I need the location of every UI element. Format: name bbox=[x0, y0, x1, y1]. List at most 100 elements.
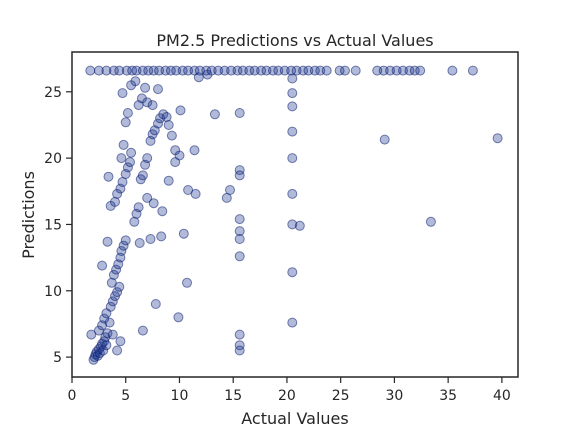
data-point bbox=[97, 260, 108, 271]
chart-title: PM2.5 Predictions vs Actual Values bbox=[156, 31, 433, 50]
data-point bbox=[334, 65, 345, 76]
data-point bbox=[122, 162, 133, 173]
data-point bbox=[143, 65, 154, 76]
data-point bbox=[134, 238, 145, 248]
data-point bbox=[298, 65, 309, 76]
data-point bbox=[209, 109, 220, 120]
data-point bbox=[120, 117, 131, 128]
data-point bbox=[85, 65, 96, 76]
data-point bbox=[142, 97, 153, 108]
data-point bbox=[234, 329, 245, 340]
data-point bbox=[268, 65, 278, 76]
data-point bbox=[170, 157, 181, 168]
data-point bbox=[287, 219, 298, 230]
x-tick-label: 40 bbox=[493, 388, 511, 404]
data-point bbox=[234, 251, 245, 262]
data-point bbox=[157, 206, 168, 217]
data-point bbox=[234, 108, 245, 118]
data-point bbox=[287, 188, 298, 199]
data-point bbox=[101, 340, 112, 351]
data-point bbox=[415, 65, 426, 76]
data-point bbox=[409, 65, 420, 76]
data-point bbox=[447, 65, 458, 76]
data-point bbox=[173, 312, 184, 323]
data-point bbox=[126, 147, 137, 158]
data-point bbox=[137, 170, 148, 181]
data-point bbox=[287, 88, 298, 99]
data-point bbox=[107, 329, 118, 340]
data-point bbox=[234, 234, 245, 244]
data-point bbox=[147, 100, 158, 111]
data-point bbox=[190, 188, 201, 199]
data-point bbox=[112, 287, 123, 298]
x-tick-label: 35 bbox=[439, 388, 457, 404]
data-point bbox=[189, 65, 200, 76]
plot-frame bbox=[71, 51, 519, 378]
data-point bbox=[148, 65, 159, 76]
data-point bbox=[287, 267, 298, 278]
y-tick-label: 15 bbox=[44, 217, 62, 233]
data-point bbox=[201, 65, 212, 76]
data-point bbox=[234, 226, 245, 237]
data-point bbox=[150, 299, 161, 309]
data-point bbox=[467, 65, 478, 76]
data-point bbox=[86, 329, 97, 340]
data-point bbox=[286, 65, 297, 76]
data-point bbox=[163, 175, 174, 186]
data-point bbox=[182, 277, 192, 288]
y-tick-label: 25 bbox=[44, 85, 62, 101]
y-axis-ticks: 5 10 15 20 25 bbox=[44, 85, 72, 366]
data-point bbox=[111, 264, 122, 275]
data-point bbox=[175, 105, 186, 116]
data-point bbox=[153, 118, 163, 129]
data-point bbox=[256, 65, 267, 76]
data-point bbox=[287, 101, 298, 112]
data-point bbox=[379, 134, 390, 145]
data-point bbox=[118, 139, 129, 150]
x-axis-ticks: 0 5 10 15 20 25 30 35 40 bbox=[68, 377, 511, 404]
y-tick-label: 10 bbox=[44, 284, 62, 300]
data-point bbox=[287, 153, 298, 164]
data-point bbox=[114, 65, 125, 76]
data-point bbox=[116, 153, 127, 164]
data-point bbox=[137, 325, 148, 336]
y-axis-label: Predictions bbox=[19, 171, 38, 259]
data-point bbox=[287, 73, 298, 84]
data-point bbox=[116, 246, 127, 256]
data-point bbox=[234, 170, 245, 181]
x-axis-label: Actual Values bbox=[241, 409, 348, 428]
data-point bbox=[148, 198, 159, 209]
data-point bbox=[103, 171, 114, 182]
x-tick-label: 5 bbox=[121, 388, 130, 404]
data-point bbox=[142, 192, 153, 203]
data-point bbox=[234, 340, 245, 351]
data-point bbox=[121, 65, 132, 76]
data-point bbox=[93, 325, 104, 336]
data-point bbox=[234, 214, 245, 225]
data-point bbox=[115, 336, 126, 347]
data-point bbox=[106, 277, 117, 288]
x-tick-label: 15 bbox=[224, 388, 242, 404]
data-point bbox=[234, 345, 245, 356]
data-point bbox=[104, 317, 115, 328]
data-point bbox=[120, 235, 131, 246]
data-point bbox=[163, 120, 174, 130]
x-tick-label: 10 bbox=[171, 388, 189, 404]
data-point bbox=[129, 216, 140, 227]
data-point bbox=[133, 202, 144, 213]
data-point bbox=[160, 65, 171, 76]
data-point bbox=[105, 301, 116, 312]
x-tick-label: 30 bbox=[385, 388, 403, 404]
data-point bbox=[340, 65, 350, 76]
data-point bbox=[309, 65, 320, 76]
data-point bbox=[165, 65, 176, 76]
data-point bbox=[189, 145, 200, 156]
data-point bbox=[232, 65, 243, 76]
data-point bbox=[107, 296, 118, 307]
data-point bbox=[137, 65, 148, 76]
y-tick-label: 20 bbox=[44, 151, 62, 167]
data-point bbox=[153, 84, 163, 95]
data-point bbox=[166, 130, 177, 141]
